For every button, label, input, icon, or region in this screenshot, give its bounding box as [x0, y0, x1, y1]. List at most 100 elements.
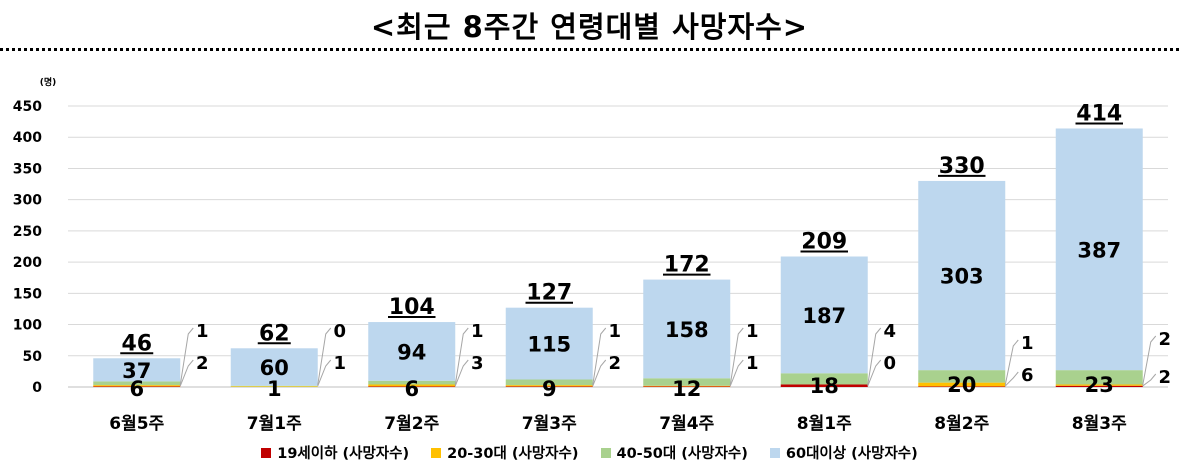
legend-label: 60대이상 (사망자수) [785, 446, 918, 462]
y-tick-label: 50 [23, 349, 43, 365]
bar-segment [918, 180, 1006, 371]
data-label-20-30: 2 [1158, 367, 1171, 388]
data-label-20-30: 6 [1021, 365, 1034, 386]
data-label-20-30: 3 [471, 353, 484, 374]
data-label-19-under: 1 [746, 321, 759, 342]
data-label-40-50: 6 [404, 377, 419, 401]
bar-segment [368, 380, 456, 385]
bar-segment [368, 322, 456, 381]
leader-line [317, 359, 332, 387]
x-category-label: 7월2주 [384, 414, 439, 434]
data-label-19-under: 1 [608, 321, 621, 342]
bar-segment [780, 256, 868, 374]
y-tick-label: 0 [32, 380, 42, 396]
total-label: 172 [664, 253, 710, 278]
bar-segment [918, 370, 1006, 383]
bar-segment [93, 358, 181, 382]
data-label-20-30: 1 [746, 353, 759, 374]
data-label-40-50: 23 [1085, 373, 1114, 397]
legend-item: 20-30대 (사망자수) [431, 442, 579, 463]
x-category-label: 8월2주 [934, 414, 989, 434]
x-category-label: 8월1주 [797, 414, 852, 434]
bar-segment [1055, 385, 1143, 387]
y-tick-label: 250 [13, 224, 42, 240]
legend-swatch [431, 447, 442, 458]
legend-item: 60대이상 (사망자수) [769, 442, 918, 463]
x-category-label: 7월3주 [522, 414, 577, 434]
y-tick-label: 300 [13, 193, 42, 209]
leader-line [454, 359, 469, 387]
leader-line [867, 327, 882, 386]
bar-segment [1055, 384, 1143, 386]
legend-swatch [769, 447, 780, 458]
data-label-60plus: 94 [397, 340, 426, 364]
y-unit-label: (명) [40, 76, 57, 88]
bar-segment [93, 386, 181, 387]
title-divider [0, 48, 1179, 51]
bar-segment [230, 386, 318, 387]
data-label-60plus: 115 [527, 333, 571, 357]
data-label-40-50: 20 [947, 373, 976, 397]
data-label-19-under: 4 [883, 321, 896, 342]
data-label-40-50: 18 [810, 374, 839, 398]
total-label: 104 [389, 295, 435, 320]
leader-line [592, 327, 607, 386]
chart-legend: 19세이하 (사망자수) 20-30대 (사망자수) 40-50대 (사망자수) 60… [0, 442, 1179, 463]
data-label-20-30: 1 [333, 353, 346, 374]
bar-segment [643, 385, 731, 387]
leader-line [179, 359, 194, 387]
bar-segment [505, 386, 593, 387]
total-label: 127 [526, 281, 572, 306]
bar-segment [1055, 128, 1143, 371]
leader-line [454, 327, 469, 386]
bar-segment [643, 378, 731, 386]
x-category-label: 8월3주 [1072, 414, 1127, 434]
legend-swatch [261, 447, 272, 458]
bar-segment [918, 382, 1006, 387]
bar-segment [93, 381, 181, 386]
total-label: 209 [801, 229, 847, 254]
bar-segment [505, 307, 593, 380]
data-label-60plus: 37 [122, 359, 151, 383]
bar-segment [230, 348, 318, 386]
data-label-19-under: 1 [1021, 333, 1034, 354]
data-label-40-50: 1 [267, 377, 282, 401]
data-label-19-under: 2 [1158, 329, 1171, 350]
y-tick-label: 200 [13, 255, 42, 271]
bar-segment [505, 379, 593, 386]
data-label-19-under: 0 [333, 321, 346, 342]
leader-line [1142, 335, 1157, 386]
leader-line [1142, 373, 1157, 387]
leader-line [592, 359, 607, 387]
legend-label: 19세이하 (사망자수) [277, 446, 410, 462]
bar-segment [93, 385, 181, 387]
legend-label: 20-30대 (사망자수) [447, 446, 579, 462]
total-label: 46 [121, 331, 152, 356]
leader-line [729, 327, 744, 386]
data-label-60plus: 60 [260, 356, 289, 380]
legend-label: 40-50대 (사망자수) [616, 446, 748, 462]
y-tick-label: 350 [13, 161, 42, 177]
y-tick-label: 450 [13, 99, 42, 115]
x-category-label: 6월5주 [109, 414, 164, 434]
bar-segment [780, 373, 868, 385]
x-category-label: 7월1주 [247, 414, 302, 434]
data-label-19-under: 1 [471, 321, 484, 342]
bar-segment [918, 386, 1006, 387]
legend-item: 40-50대 (사망자수) [600, 442, 748, 463]
total-label: 414 [1076, 101, 1122, 126]
data-label-20-30: 0 [883, 353, 896, 374]
leader-line [729, 359, 744, 387]
bar-segment [368, 386, 456, 387]
data-label-40-50: 12 [672, 377, 701, 401]
legend-item: 19세이하 (사망자수) [261, 442, 409, 463]
data-label-40-50: 9 [542, 377, 557, 401]
leader-line [317, 327, 332, 386]
y-tick-label: 100 [13, 318, 42, 334]
bar-segment [1055, 370, 1143, 385]
data-label-19-under: 1 [196, 321, 209, 342]
x-category-label: 7월4주 [659, 414, 714, 434]
y-tick-label: 400 [13, 130, 42, 146]
bar-segment [505, 385, 593, 387]
